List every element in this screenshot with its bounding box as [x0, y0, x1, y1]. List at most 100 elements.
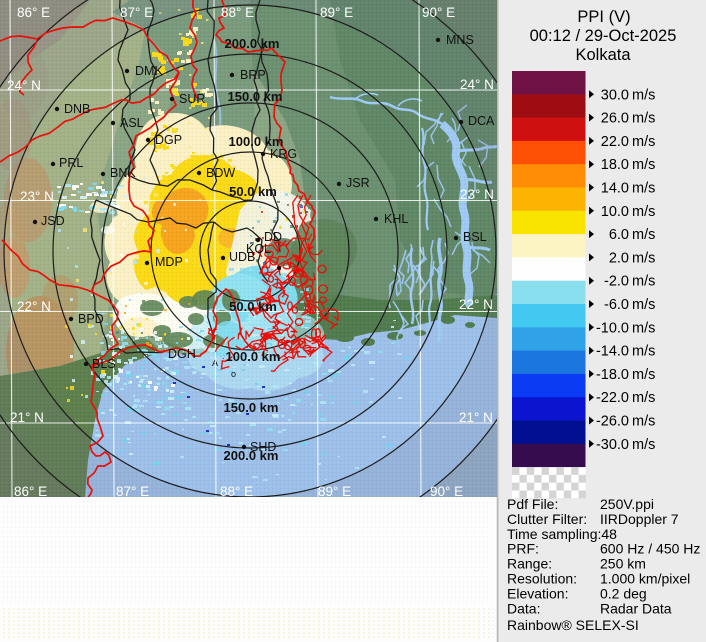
svg-text:22° N: 22° N	[459, 297, 493, 312]
svg-text:21° N: 21° N	[459, 410, 493, 425]
svg-text:m/s: m/s	[632, 227, 655, 243]
svg-text:MDP: MDP	[155, 255, 183, 269]
svg-text:DGP: DGP	[155, 133, 182, 147]
svg-text:90° E: 90° E	[430, 484, 463, 499]
svg-text:DD: DD	[264, 230, 282, 244]
svg-text:150.0 km: 150.0 km	[228, 89, 283, 104]
svg-text:m/s: m/s	[632, 111, 655, 127]
svg-text:m/s: m/s	[632, 87, 655, 103]
svg-text:86° E: 86° E	[14, 484, 47, 499]
svg-text:-10.0: -10.0	[596, 320, 629, 336]
svg-text:BRP: BRP	[240, 68, 266, 82]
svg-text:Radar Data: Radar Data	[600, 600, 672, 616]
svg-text:m/s: m/s	[632, 437, 655, 453]
svg-text:0.2 deg: 0.2 deg	[600, 585, 647, 601]
svg-text:BPD: BPD	[78, 312, 104, 326]
svg-text:30.0: 30.0	[601, 87, 629, 103]
svg-text:DMK: DMK	[135, 64, 163, 78]
svg-text:Clutter Filter:: Clutter Filter:	[507, 511, 587, 527]
svg-text:250V.ppi: 250V.ppi	[600, 496, 654, 512]
svg-text:Data:: Data:	[507, 600, 540, 616]
svg-text:Kolkata: Kolkata	[575, 46, 631, 64]
svg-text:DNB: DNB	[64, 102, 90, 116]
svg-text:m/s: m/s	[632, 320, 655, 336]
svg-text:Range:: Range:	[507, 556, 552, 572]
svg-text:DGH: DGH	[168, 347, 196, 361]
svg-text:2.0: 2.0	[609, 250, 629, 266]
svg-text:KRG: KRG	[270, 147, 297, 161]
svg-text:KOL: KOL	[246, 242, 271, 256]
svg-text:m/s: m/s	[632, 134, 655, 150]
svg-text:PPI (V): PPI (V)	[577, 8, 630, 26]
svg-text:24° N: 24° N	[7, 78, 41, 93]
svg-text:KHL: KHL	[384, 212, 408, 226]
svg-text:-6.0: -6.0	[604, 297, 629, 313]
svg-text:m/s: m/s	[632, 297, 655, 313]
svg-text:14.0: 14.0	[601, 181, 629, 197]
svg-text:Rainbow® SELEX-SI: Rainbow® SELEX-SI	[507, 617, 639, 633]
svg-text:200.0 km: 200.0 km	[224, 448, 279, 463]
svg-text:250 km: 250 km	[600, 556, 646, 572]
svg-text:200.0 km: 200.0 km	[225, 36, 280, 51]
svg-text:UDB: UDB	[229, 250, 255, 264]
svg-text:PRF:: PRF:	[507, 541, 539, 557]
svg-text:m/s: m/s	[632, 414, 655, 430]
svg-text:SUR: SUR	[179, 92, 205, 106]
svg-text:50.0 km: 50.0 km	[229, 299, 277, 314]
svg-text:89° E: 89° E	[318, 484, 351, 499]
svg-text:-30.0: -30.0	[596, 437, 629, 453]
svg-text:m/s: m/s	[632, 181, 655, 197]
svg-text:88° E: 88° E	[221, 5, 254, 20]
svg-text:600 Hz / 450 Hz: 600 Hz / 450 Hz	[600, 541, 700, 557]
svg-text:SHD: SHD	[250, 440, 276, 454]
svg-text:6.0: 6.0	[609, 227, 629, 243]
svg-text:m/s: m/s	[632, 344, 655, 360]
svg-text:BSL: BSL	[463, 230, 487, 244]
svg-text:Time sampling:48: Time sampling:48	[507, 526, 617, 542]
svg-text:m/s: m/s	[632, 274, 655, 290]
svg-text:23° N: 23° N	[20, 189, 54, 204]
svg-text:100.0 km: 100.0 km	[226, 349, 281, 364]
svg-text:88° E: 88° E	[220, 484, 253, 499]
svg-text:87° E: 87° E	[116, 484, 149, 499]
svg-text:-26.0: -26.0	[596, 414, 629, 430]
svg-text:18.0: 18.0	[601, 157, 629, 173]
svg-text:-14.0: -14.0	[596, 344, 629, 360]
svg-text:Elevation:: Elevation:	[507, 585, 568, 601]
svg-text:Pdf File:: Pdf File:	[507, 496, 558, 512]
svg-text:m/s: m/s	[632, 157, 655, 173]
svg-text:BLS: BLS	[92, 357, 116, 371]
svg-text:m/s: m/s	[632, 250, 655, 266]
svg-text:24° N: 24° N	[460, 77, 494, 92]
svg-text:-2.0: -2.0	[604, 274, 629, 290]
svg-text:87° E: 87° E	[120, 5, 153, 20]
svg-text:m/s: m/s	[632, 367, 655, 383]
svg-text:PRL: PRL	[59, 156, 83, 170]
svg-text:22.0: 22.0	[601, 134, 629, 150]
svg-text:MNS: MNS	[446, 33, 474, 47]
svg-text:1.000 km/pixel: 1.000 km/pixel	[600, 571, 690, 587]
svg-text:00:12 / 29-Oct-2025: 00:12 / 29-Oct-2025	[530, 27, 677, 45]
svg-text:10.0: 10.0	[601, 204, 629, 220]
svg-text:86° E: 86° E	[17, 5, 50, 20]
svg-text:ASL: ASL	[120, 116, 144, 130]
svg-text:90° E: 90° E	[422, 5, 455, 20]
svg-text:89° E: 89° E	[320, 5, 353, 20]
svg-text:m/s: m/s	[632, 390, 655, 406]
svg-text:21° N: 21° N	[10, 410, 44, 425]
svg-text:150.0 km: 150.0 km	[224, 400, 279, 415]
svg-text:23° N: 23° N	[460, 187, 494, 202]
svg-text:m/s: m/s	[632, 204, 655, 220]
svg-text:26.0: 26.0	[601, 111, 629, 127]
svg-text:BNK: BNK	[110, 166, 136, 180]
svg-text:Resolution:: Resolution:	[507, 571, 577, 587]
svg-text:50.0 km: 50.0 km	[229, 184, 277, 199]
svg-text:100.0 km: 100.0 km	[229, 134, 284, 149]
svg-text:JSD: JSD	[41, 214, 65, 228]
svg-text:22° N: 22° N	[17, 299, 51, 314]
svg-text:BDW: BDW	[206, 166, 235, 180]
svg-text:-22.0: -22.0	[596, 390, 629, 406]
svg-text:DCA: DCA	[468, 114, 495, 128]
svg-text:-18.0: -18.0	[596, 367, 629, 383]
svg-text:IIRDoppler 7: IIRDoppler 7	[600, 511, 679, 527]
